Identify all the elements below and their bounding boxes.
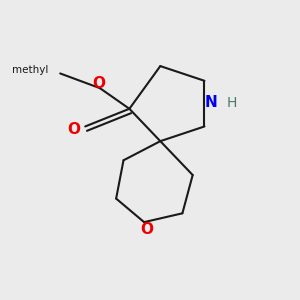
Text: O: O xyxy=(140,222,153,237)
Text: methyl: methyl xyxy=(12,65,48,76)
Text: O: O xyxy=(92,76,105,91)
Text: O: O xyxy=(67,122,80,137)
Text: N: N xyxy=(205,95,218,110)
Text: H: H xyxy=(226,96,237,110)
